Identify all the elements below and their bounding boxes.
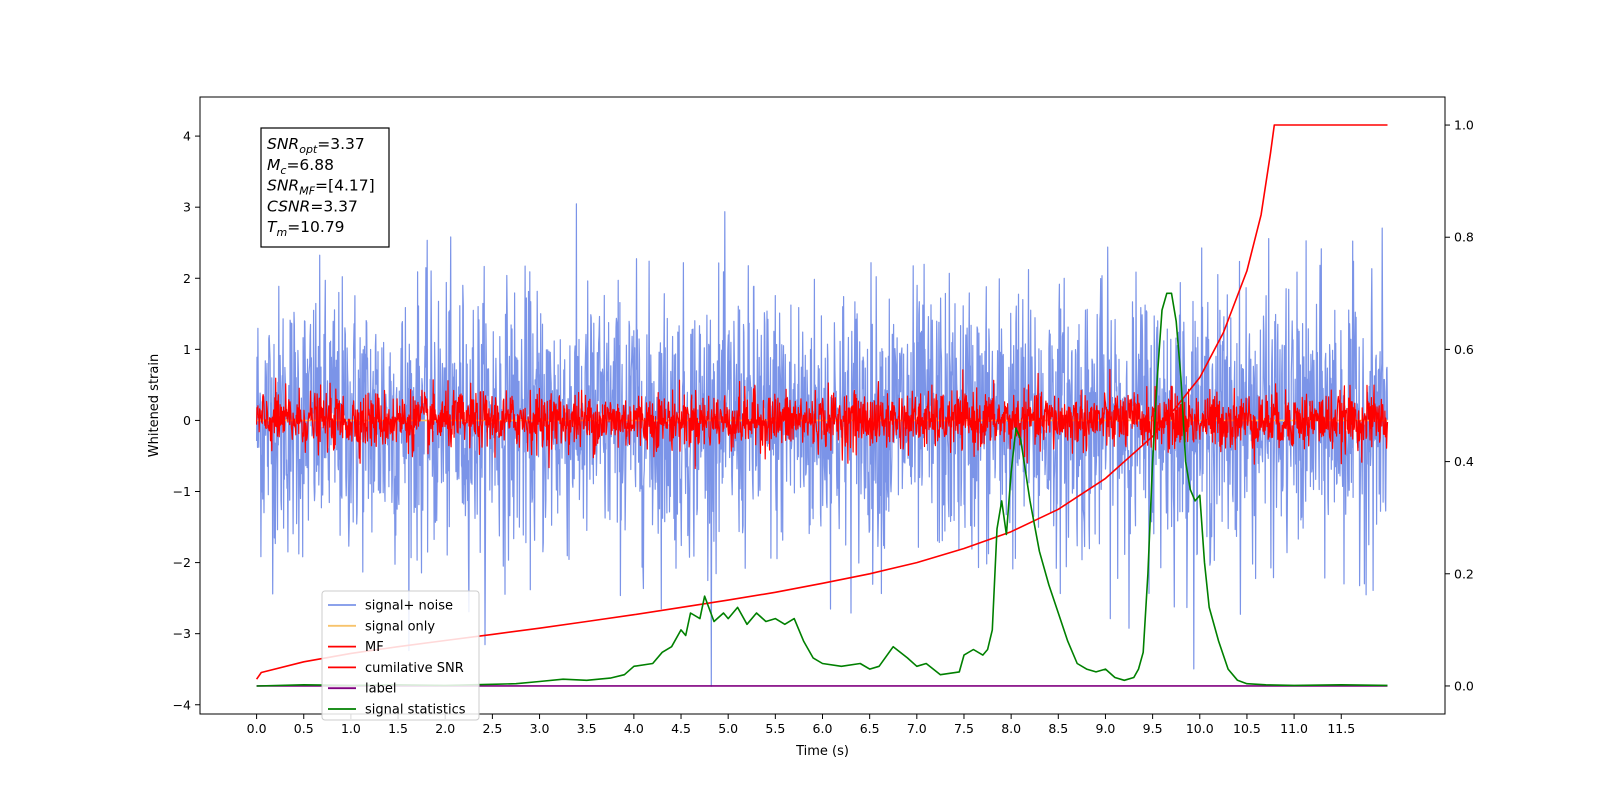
y-axis-left: 4 3 2 1 0 −1 −2 −3 −4 (173, 129, 200, 712)
x-tick-label: 9.5 (1143, 721, 1163, 736)
series-line-2 (256, 368, 1389, 470)
x-tick-label: 6.5 (860, 721, 880, 736)
y-axis-right: 1.0 0.8 0.6 0.4 0.2 0.0 (1445, 118, 1474, 693)
y-right-tick-label: 0.2 (1454, 566, 1474, 581)
legend-label-2: MF (365, 640, 384, 655)
y-left-tick-label: 1 (183, 342, 191, 357)
x-tick-label: 7.0 (907, 721, 927, 736)
x-tick-label: 6.0 (813, 721, 833, 736)
x-tick-label: 8.0 (1001, 721, 1021, 736)
y-right-tick-label: 0.4 (1454, 454, 1474, 469)
annotation-frame (260, 127, 390, 248)
legend-label-1: signal only (365, 619, 435, 634)
x-tick-label: 10.5 (1233, 721, 1261, 736)
y-right-tick-label: 1.0 (1454, 118, 1474, 133)
y-left-tick-label: 2 (183, 271, 191, 286)
legend: signal+ noise signal only MF cumilative SNR… (321, 590, 480, 721)
x-tick-label: 3.5 (577, 721, 597, 736)
annotation-line-4: Tm=10.79 (267, 218, 345, 239)
y-left-tick-label: −4 (173, 697, 191, 712)
x-tick-label: 11.5 (1327, 721, 1355, 736)
legend-frame (321, 590, 480, 721)
x-tick-label: 1.5 (388, 721, 408, 736)
y-left-tick-label: 0 (183, 413, 191, 428)
legend-label-5: signal statistics (365, 703, 466, 718)
x-tick-label: 5.5 (765, 721, 785, 736)
y-left-tick-label: −3 (173, 626, 191, 641)
x-tick-label: 0.5 (294, 721, 314, 736)
annotation-line-3: CSNR=3.37 (267, 197, 358, 215)
legend-label-4: label (365, 682, 396, 697)
y-axis-label: Whitened strain (147, 354, 162, 457)
x-tick-label: 3.0 (530, 721, 550, 736)
y-right-tick-label: 0.0 (1454, 678, 1474, 693)
x-tick-label: 7.5 (954, 721, 974, 736)
x-axis: 0.0 0.5 1.0 1.5 2.0 2.5 3.0 3.5 4.0 4.5 5.0 5.5 6.0 6… (247, 714, 1355, 736)
y-left-tick-label: 3 (183, 200, 191, 215)
x-tick-label: 2.5 (482, 721, 502, 736)
x-tick-label: 10.0 (1186, 721, 1214, 736)
legend-label-0: signal+ noise (365, 599, 453, 614)
annotation-line-1: Mc=6.88 (267, 156, 334, 177)
legend-label-3: cumilative SNR (365, 661, 464, 676)
x-tick-label: 9.0 (1096, 721, 1116, 736)
x-tick-label: 2.0 (435, 721, 455, 736)
x-tick-label: 1.0 (341, 721, 361, 736)
x-tick-label: 4.5 (671, 721, 691, 736)
x-tick-label: 8.5 (1048, 721, 1068, 736)
x-tick-label: 11.0 (1280, 721, 1308, 736)
annotation-line-0: SNRopt=3.37 (267, 135, 365, 156)
y-left-tick-label: −1 (173, 484, 191, 499)
series-line-5 (256, 292, 1388, 687)
x-tick-label: 4.0 (624, 721, 644, 736)
annotation-line-2: SNRMF=[4.17] (267, 177, 375, 198)
x-axis-label: Time (s) (795, 744, 849, 759)
y-right-tick-label: 0.8 (1454, 230, 1474, 245)
x-tick-label: 0.0 (247, 721, 267, 736)
y-left-tick-label: 4 (183, 129, 191, 144)
y-right-tick-label: 0.6 (1454, 342, 1474, 357)
y-left-tick-label: −2 (173, 555, 191, 570)
x-tick-label: 5.0 (718, 721, 738, 736)
